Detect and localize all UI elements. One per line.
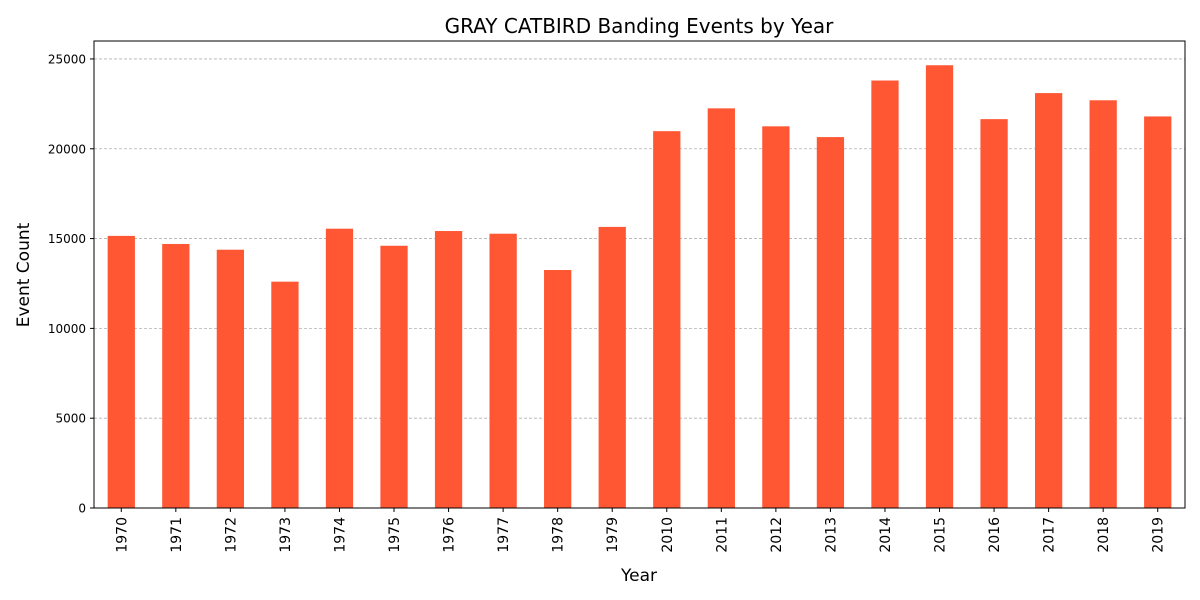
x-tick-label: 2012 bbox=[769, 517, 785, 553]
x-tick-label: 1971 bbox=[169, 517, 185, 553]
y-tick-label: 25000 bbox=[48, 52, 86, 66]
bars bbox=[107, 65, 1172, 509]
chart-title: GRAY CATBIRD Banding Events by Year bbox=[445, 14, 835, 38]
bar bbox=[816, 137, 845, 508]
x-tick-label: 2011 bbox=[714, 517, 730, 553]
x-tick-label: 2014 bbox=[878, 517, 894, 553]
bar bbox=[107, 235, 135, 508]
y-tick-label: 5000 bbox=[55, 412, 86, 426]
x-tick-label: 1977 bbox=[496, 517, 512, 553]
bar bbox=[762, 126, 790, 508]
bar bbox=[380, 245, 408, 508]
gridlines bbox=[94, 58, 1185, 419]
x-axis-label: Year bbox=[620, 566, 657, 586]
x-tick-label: 2010 bbox=[660, 517, 676, 553]
bar bbox=[1034, 93, 1063, 508]
bar bbox=[325, 228, 354, 509]
y-tick-label: 15000 bbox=[48, 232, 86, 246]
x-axis-ticks: 1970 1971 1972 1973 1974 1975 1976 1977 1978 1979… bbox=[114, 508, 1167, 553]
x-tick-label: 2016 bbox=[987, 517, 1003, 553]
bar bbox=[925, 65, 954, 508]
bar bbox=[1144, 116, 1172, 508]
bar bbox=[980, 119, 1008, 508]
x-tick-label: 1972 bbox=[223, 517, 239, 553]
y-tick-label: 0 bbox=[78, 502, 86, 516]
x-tick-label: 1978 bbox=[551, 517, 567, 553]
bar bbox=[653, 131, 681, 508]
bar bbox=[271, 281, 299, 508]
bar bbox=[489, 233, 517, 509]
x-tick-label: 1976 bbox=[442, 517, 458, 553]
bar bbox=[598, 226, 626, 508]
bar bbox=[1089, 100, 1117, 509]
x-tick-label: 1973 bbox=[278, 517, 294, 553]
x-tick-label: 1979 bbox=[605, 517, 621, 553]
x-tick-label: 1975 bbox=[387, 517, 403, 553]
y-axis-ticks: 0 5000 10000 15000 20000 25000 bbox=[48, 52, 94, 516]
bar bbox=[434, 231, 463, 508]
bar bbox=[871, 80, 899, 508]
bar bbox=[216, 249, 245, 508]
x-tick-label: 1970 bbox=[114, 517, 130, 553]
bar bbox=[707, 108, 735, 508]
y-axis-label: Event Count bbox=[14, 222, 34, 327]
x-tick-label: 1974 bbox=[332, 517, 348, 553]
bar bbox=[544, 270, 572, 508]
plot-frame bbox=[93, 40, 1186, 509]
x-tick-label: 2015 bbox=[933, 517, 949, 553]
x-tick-label: 2019 bbox=[1151, 517, 1167, 553]
y-tick-label: 10000 bbox=[48, 322, 86, 336]
x-tick-label: 2017 bbox=[1042, 517, 1058, 553]
x-tick-label: 2013 bbox=[823, 517, 839, 553]
y-tick-label: 20000 bbox=[48, 142, 86, 156]
bar bbox=[162, 243, 190, 508]
x-tick-label: 2018 bbox=[1096, 517, 1112, 553]
